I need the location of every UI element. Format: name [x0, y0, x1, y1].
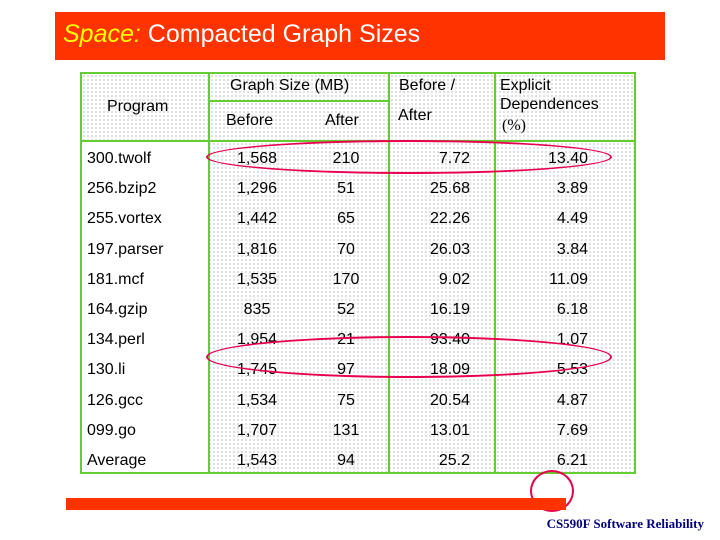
row-after: 94 [337, 452, 355, 469]
row-program: 130.li [87, 361, 126, 378]
row-before: 1,442 [236, 210, 278, 227]
row-before: 1,296 [236, 180, 278, 197]
grid-line [388, 72, 390, 472]
header-explicit-line2: Dependences [500, 96, 599, 113]
header-explicit-line1: Explicit [500, 77, 551, 94]
header-shade [82, 74, 634, 142]
title-emphasis: Space: [63, 20, 141, 48]
row-ratio: 25.68 [429, 180, 470, 197]
row-ratio: 20.54 [429, 392, 470, 409]
row-explicit: 6.18 [556, 301, 588, 318]
footer-text: CS590F Software Reliability [546, 516, 704, 531]
header-after: After [325, 112, 359, 129]
row-after: 75 [337, 392, 355, 409]
row-program: 197.parser [87, 241, 164, 258]
slide-title: Space: Compacted Graph Sizes [63, 20, 420, 49]
bottom-accent-bar [66, 498, 566, 510]
grid-line [494, 72, 496, 472]
row-after: 65 [337, 210, 355, 227]
row-program: 126.gcc [87, 392, 144, 409]
header-explicit-line3: (%) [502, 117, 526, 134]
row-ratio: 16.19 [429, 301, 470, 318]
header-before: Before [226, 112, 274, 129]
row-explicit: 3.89 [556, 180, 588, 197]
row-explicit: 4.49 [556, 210, 588, 227]
row-program: Average [87, 452, 147, 469]
row-program: 256.bzip2 [87, 180, 157, 197]
row-explicit: 4.87 [556, 392, 588, 409]
grid-line [208, 72, 210, 472]
row-program: 181.mcf [87, 271, 144, 288]
highlight-oval [530, 470, 574, 512]
highlight-oval [206, 140, 612, 174]
row-ratio: 13.01 [429, 422, 470, 439]
body-shade [208, 142, 634, 472]
row-program: 134.perl [87, 331, 145, 348]
header-program: Program [107, 98, 169, 115]
row-ratio: 26.03 [429, 241, 470, 258]
row-before: 1,543 [236, 452, 278, 469]
row-after: 131 [332, 422, 360, 439]
row-explicit: 6.21 [556, 452, 588, 469]
grid-line [208, 100, 388, 102]
header-ratio-line1: Before / [399, 77, 456, 94]
row-ratio: 25.2 [438, 452, 470, 469]
row-ratio: 22.26 [429, 210, 470, 227]
row-ratio: 9.02 [438, 271, 470, 288]
row-program: 255.vortex [87, 210, 162, 227]
title-bar: Space: Compacted Graph Sizes [55, 12, 665, 60]
row-after: 52 [337, 301, 355, 318]
row-after: 51 [337, 180, 355, 197]
row-explicit: 7.69 [556, 422, 588, 439]
row-program: 300.twolf [87, 150, 152, 167]
row-explicit: 11.09 [549, 271, 588, 288]
header-ratio-line2: After [398, 107, 432, 124]
row-after: 70 [337, 241, 355, 258]
row-before: 835 [243, 301, 271, 318]
title-text: Compacted Graph Sizes [147, 20, 421, 48]
row-before: 1,707 [236, 422, 278, 439]
row-before: 1,816 [236, 241, 278, 258]
row-before: 1,534 [236, 392, 278, 409]
row-program: 099.go [87, 422, 136, 439]
row-before: 1,535 [236, 271, 278, 288]
highlight-oval [206, 336, 612, 378]
row-program: 164.gzip [87, 301, 148, 318]
row-after: 170 [332, 271, 360, 288]
header-graph-size: Graph Size (MB) [230, 77, 350, 94]
row-explicit: 3.84 [556, 241, 588, 258]
